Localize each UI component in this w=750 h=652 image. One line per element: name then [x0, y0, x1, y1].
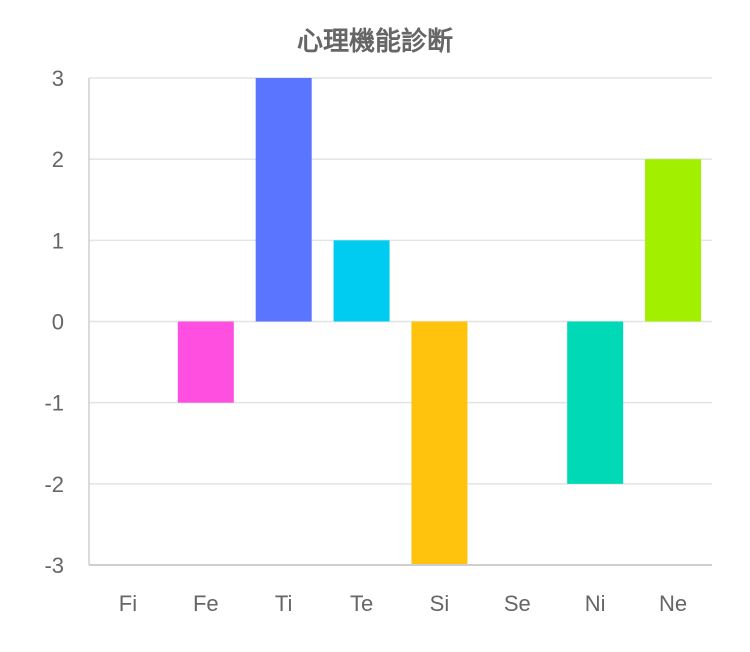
y-tick-label: -3 — [44, 553, 64, 578]
y-tick-label: 0 — [52, 310, 64, 335]
axes — [88, 78, 712, 566]
bars — [177, 78, 702, 565]
y-tick-label: 3 — [52, 66, 64, 91]
bar-ti — [255, 78, 312, 322]
y-tick-label: 2 — [52, 147, 64, 172]
chart-title: 心理機能診断 — [297, 26, 453, 57]
y-tick-label: -1 — [44, 391, 64, 416]
x-tick-label-fi: Fi — [119, 591, 137, 616]
y-axis-tick-labels: 3 2 1 0 -1 -2 -3 — [44, 66, 64, 578]
y-tick-label: 1 — [52, 228, 64, 253]
x-tick-label-se: Se — [504, 591, 531, 616]
x-axis-tick-labels: Fi Fe Ti Te Si Se Ni Ne — [119, 591, 687, 616]
x-tick-label-te: Te — [350, 591, 373, 616]
y-tick-label: -2 — [44, 472, 64, 497]
bar-ni — [567, 321, 624, 484]
x-tick-label-ni: Ni — [585, 591, 606, 616]
x-tick-label-ti: Ti — [275, 591, 293, 616]
x-tick-label-ne: Ne — [659, 591, 687, 616]
bar-ne — [645, 159, 702, 322]
x-tick-label-fe: Fe — [193, 591, 219, 616]
bar-fe — [177, 321, 234, 403]
bar-si — [411, 321, 468, 565]
x-tick-label-si: Si — [430, 591, 450, 616]
bar-te — [333, 240, 390, 322]
